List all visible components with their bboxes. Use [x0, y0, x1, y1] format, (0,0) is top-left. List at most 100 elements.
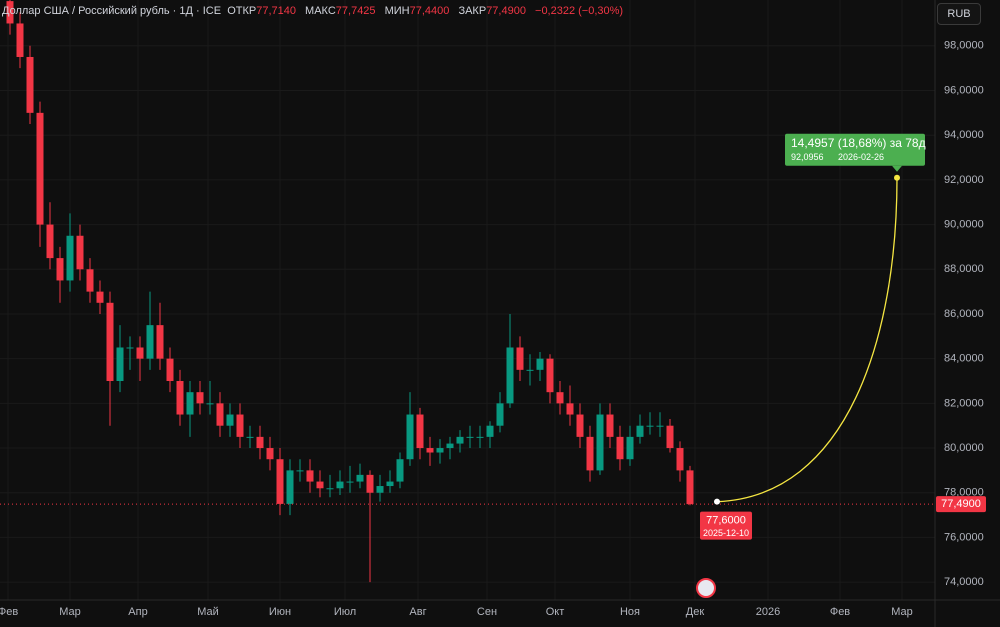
- start-date: 2025-12-10: [703, 528, 749, 538]
- candle-body: [686, 470, 694, 505]
- candle-body: [616, 436, 624, 460]
- target-value: 92,0956: [791, 152, 824, 162]
- y-tick-label: 90,0000: [944, 218, 984, 230]
- candle-body: [626, 436, 634, 460]
- x-tick-label: Сен: [477, 606, 497, 618]
- header: Доллар США / Российский рубль · 1Д · ICE…: [2, 5, 629, 17]
- candle-body: [526, 369, 534, 371]
- high-label: МАКС: [305, 5, 336, 17]
- candle-body: [486, 425, 494, 437]
- target-pointer: [892, 165, 902, 172]
- event-icon: [696, 578, 716, 598]
- candle-body: [406, 414, 414, 460]
- start-box: [700, 511, 752, 540]
- candle-body: [426, 448, 434, 453]
- last-price-box: [936, 496, 986, 513]
- y-tick-label: 78,0000: [944, 487, 984, 499]
- low-label: МИН: [384, 5, 410, 17]
- candle-body: [6, 1, 14, 24]
- candle-body: [466, 436, 474, 438]
- candle-body: [106, 302, 114, 382]
- candle-body: [496, 403, 504, 426]
- candle-body: [116, 347, 124, 382]
- candle-body: [146, 325, 154, 359]
- candle-body: [566, 403, 574, 415]
- candle-body: [236, 414, 244, 437]
- last-price-label: 77,4900: [941, 498, 981, 510]
- candle-body: [186, 392, 194, 415]
- candle-body: [96, 291, 104, 303]
- candle-body: [76, 235, 84, 270]
- candle-body: [666, 425, 674, 449]
- candle-body: [306, 470, 314, 482]
- candle-body: [376, 486, 384, 493]
- x-tick-label: Окт: [546, 606, 565, 618]
- open-value: 77,7140: [256, 5, 296, 17]
- x-tick-label: Апр: [128, 606, 147, 618]
- candle-body: [156, 325, 164, 359]
- candle-body: [556, 392, 564, 404]
- candle-body: [196, 392, 204, 404]
- candle-body: [516, 347, 524, 370]
- candle-body: [276, 459, 284, 504]
- x-tick-label: Мар: [891, 606, 913, 618]
- candle-body: [166, 358, 174, 382]
- close-value: 77,4900: [486, 5, 526, 17]
- x-tick-label: 2026: [756, 606, 780, 618]
- candle-body: [136, 347, 144, 359]
- candle-body: [46, 224, 54, 259]
- candle-body: [456, 436, 464, 444]
- y-tick-label: 80,0000: [944, 442, 984, 454]
- high-value: 77,7425: [335, 5, 376, 17]
- x-tick-label: Май: [197, 606, 219, 618]
- y-tick-label: 86,0000: [944, 308, 984, 320]
- open-label: ОТКР: [227, 5, 257, 17]
- y-tick-label: 96,0000: [944, 84, 984, 96]
- candle-body: [216, 403, 224, 426]
- candle-body: [126, 347, 134, 349]
- x-tick-label: Ноя: [620, 606, 640, 618]
- target-box: [785, 133, 925, 166]
- candle-body: [546, 358, 554, 393]
- candle-body: [396, 459, 404, 482]
- candle-body: [336, 481, 344, 489]
- candle-body: [506, 347, 514, 404]
- change-value: −0,2322 (−0,30%): [535, 5, 624, 17]
- candle-body: [586, 436, 594, 471]
- candle-body: [266, 448, 274, 460]
- currency-button[interactable]: RUB: [937, 3, 981, 25]
- candle-body: [536, 358, 544, 370]
- candle-body: [176, 381, 184, 415]
- y-tick-label: 92,0000: [944, 174, 984, 186]
- start-value: 77,6000: [706, 515, 746, 527]
- candle-body: [386, 481, 394, 487]
- candle-body: [446, 443, 454, 449]
- projection-target: [894, 174, 900, 181]
- candle-body: [326, 488, 334, 490]
- candle-body: [636, 425, 644, 437]
- projection-change: 14,4957 (18,68%) за 78д: [791, 136, 926, 150]
- projection-line: [716, 177, 898, 503]
- candle-body: [26, 56, 34, 113]
- candle-body: [226, 414, 234, 426]
- x-tick-label: Июл: [334, 606, 356, 618]
- candle-body: [366, 474, 374, 493]
- candle-body: [676, 448, 684, 471]
- y-tick-label: 94,0000: [944, 129, 984, 141]
- y-tick-label: 82,0000: [944, 397, 984, 409]
- x-tick-label: Фев: [830, 606, 850, 618]
- candle-body: [606, 414, 614, 437]
- candle-body: [316, 481, 324, 489]
- close-label: ЗАКР: [458, 5, 487, 17]
- x-tick-label: Фев: [0, 606, 18, 618]
- candle-body: [86, 269, 94, 292]
- y-tick-label: 84,0000: [944, 353, 984, 365]
- candle-body: [436, 448, 444, 453]
- candle-body: [596, 414, 604, 471]
- candle-body: [476, 436, 484, 438]
- x-tick-label: Мар: [59, 606, 81, 618]
- candle-body: [656, 425, 664, 427]
